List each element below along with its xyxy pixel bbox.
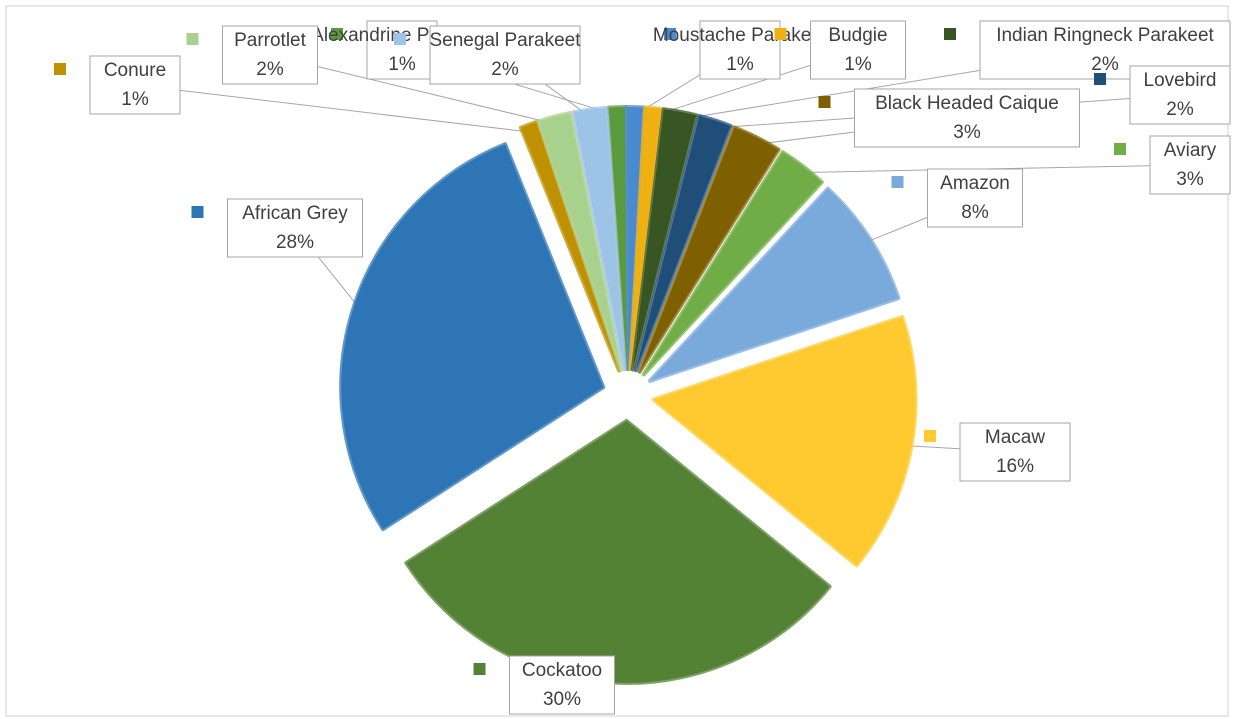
- value-label: 8%: [961, 202, 989, 223]
- value-label: 2%: [491, 59, 519, 80]
- legend-key: [331, 28, 343, 40]
- label-box: [854, 88, 1080, 148]
- label-box: [509, 655, 615, 715]
- label-box: [810, 20, 906, 80]
- value-label: 3%: [953, 122, 981, 143]
- value-label: 16%: [996, 456, 1034, 477]
- legend-key: [54, 63, 66, 75]
- value-label: 1%: [844, 54, 872, 75]
- legend-key: [774, 28, 787, 40]
- pie-slice: [628, 105, 664, 372]
- category-label: Moustache Parakeet: [653, 25, 828, 46]
- category-label: Indian Ringneck Parakeet: [996, 25, 1214, 46]
- value-label: 1%: [726, 54, 754, 75]
- pie-slice: [637, 125, 781, 374]
- legend-key: [818, 96, 831, 108]
- label-box: [89, 55, 181, 115]
- label-box: [429, 25, 581, 85]
- category-label: Macaw: [985, 427, 1045, 448]
- label-box: [699, 20, 781, 80]
- pie-slice: [633, 114, 733, 373]
- pie-slice: [571, 105, 627, 372]
- category-label: Aviary: [1164, 140, 1217, 161]
- legend-key: [473, 663, 486, 675]
- category-label: Black Headed Caique: [875, 93, 1059, 114]
- pie-slice: [536, 110, 624, 372]
- category-label: Budgie: [828, 25, 887, 46]
- value-label: 2%: [1091, 54, 1119, 75]
- legend-key: [891, 176, 904, 188]
- category-label: Senegal Parakeet: [429, 30, 581, 51]
- pie-slice: [651, 314, 918, 568]
- label-box: [1129, 65, 1231, 125]
- category-label: Parrotlet: [234, 30, 307, 51]
- category-label: Lovebird: [1144, 70, 1217, 91]
- category-label: Cockatoo: [522, 660, 602, 681]
- label-box: [227, 198, 363, 258]
- value-label: 2%: [256, 59, 284, 80]
- legend-key: [664, 28, 676, 40]
- pie-slice: [630, 107, 699, 372]
- legend-key: [944, 28, 956, 40]
- category-label: African Grey: [242, 203, 348, 224]
- value-label: 2%: [1166, 99, 1194, 120]
- value-label: 30%: [543, 689, 581, 710]
- category-label: Conure: [104, 60, 166, 81]
- label-box: [366, 20, 438, 80]
- value-label: 28%: [276, 232, 314, 253]
- value-label: 1%: [388, 54, 416, 75]
- label-box: [959, 422, 1071, 482]
- label-box: [927, 168, 1023, 228]
- chart-border: [5, 5, 1229, 717]
- legend-key: [394, 33, 406, 45]
- slices: [339, 105, 918, 685]
- legend-key: [1094, 73, 1106, 85]
- pie-slice: [641, 150, 824, 377]
- legend-key: [186, 33, 199, 45]
- category-label: Amazon: [940, 173, 1010, 194]
- label-box: [1149, 135, 1231, 195]
- value-label: 1%: [121, 89, 149, 110]
- value-label: 3%: [1176, 169, 1204, 190]
- legend-key: [1114, 143, 1126, 155]
- pie-slice: [647, 186, 901, 383]
- legend-key: [191, 206, 204, 218]
- label-box: [222, 25, 318, 85]
- leader-line: [134, 84, 532, 133]
- pie-slice: [518, 119, 622, 373]
- pie-slice: [339, 142, 606, 532]
- legend-key: [924, 430, 936, 442]
